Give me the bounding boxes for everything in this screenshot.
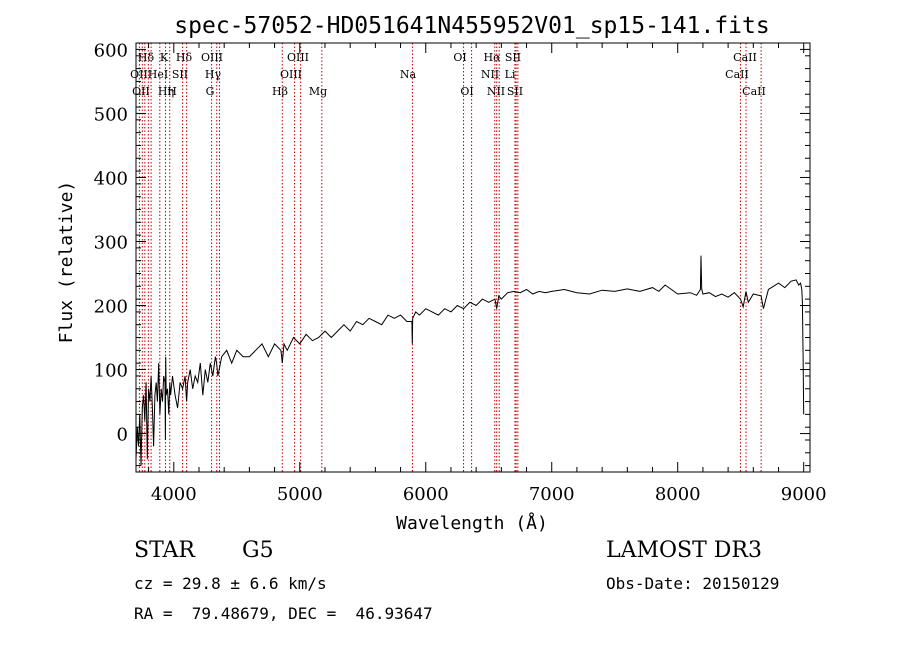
line-label-2-1: Hη — [158, 85, 174, 98]
x-axis-label: Wavelength (Å) — [396, 512, 548, 534]
y-tick-label-6: 600 — [94, 40, 128, 61]
x-tick-label-5: 9000 — [781, 484, 827, 505]
y-tick-label-1: 100 — [94, 361, 128, 382]
spectrum-series — [135, 255, 805, 466]
obs-date: Obs-Date: 20150129 — [606, 574, 780, 593]
spectrum-line — [135, 255, 805, 466]
y-tick-label-4: 400 — [94, 168, 128, 189]
line-label-2-4: Hβ — [272, 85, 288, 98]
y-tick-label-0: 0 — [117, 425, 128, 446]
line-label-2-3: G — [206, 85, 215, 98]
line-label-1-7: Li — [505, 68, 516, 81]
line-label-2-2: H — [167, 85, 177, 98]
line-label-2-9: CaII — [742, 85, 766, 98]
line-label-2-0: OII — [132, 85, 150, 98]
y-axis: 0 100 200 300 400 500 600 — [94, 40, 810, 467]
line-label-1-6: NII — [481, 68, 499, 81]
line-label-0-0: Hδ — [138, 51, 155, 64]
x-tick-label-3: 7000 — [529, 484, 575, 505]
coordinates: RA = 79.48679, DEC = 46.93647 — [134, 604, 433, 623]
x-axis: 4000 5000 6000 7000 8000 9000 — [148, 43, 827, 505]
line-label-1-5: Na — [400, 68, 417, 81]
line-label-1-3: Hγ — [205, 68, 222, 81]
line-label-1-8: CaII — [725, 68, 749, 81]
x-tick-label-4: 8000 — [655, 484, 701, 505]
line-label-0-5: OI — [453, 51, 466, 64]
line-label-1-4: OIII — [280, 68, 302, 81]
line-label-0-7: SII — [505, 51, 521, 64]
line-label-2-5: Mg — [309, 85, 327, 98]
line-label-1-0: OII — [130, 68, 148, 81]
line-label-0-8: CaII — [733, 51, 757, 64]
line-label-1-1: HeI — [148, 68, 168, 81]
redshift-cz: cz = 29.8 ± 6.6 km/s — [134, 574, 327, 593]
line-label-0-2: Hδ — [176, 51, 193, 64]
line-label-0-4: OIII — [287, 51, 309, 64]
line-label-0-1: K — [160, 51, 169, 64]
survey-name: LAMOST DR3 — [606, 538, 762, 563]
line-label-2-7: NII — [487, 85, 505, 98]
line-label-0-3: OIII — [201, 51, 223, 64]
object-type: STAR — [134, 538, 195, 563]
emission-line-markers — [138, 43, 762, 472]
line-label-1-2: SII — [172, 68, 188, 81]
y-axis-label: Flux (relative) — [56, 181, 77, 344]
chart-title: spec-57052-HD051641N455952V01_sp15-141.f… — [174, 13, 769, 39]
line-label-0-6: Hα — [483, 51, 501, 64]
line-label-2-8: SII — [507, 85, 523, 98]
x-tick-label-2: 6000 — [403, 484, 449, 505]
x-tick-label-0: 4000 — [151, 484, 197, 505]
plot-frame — [135, 42, 811, 473]
y-tick-label-5: 500 — [94, 104, 128, 125]
y-tick-label-3: 300 — [94, 232, 128, 253]
subclass: G5 — [242, 538, 274, 563]
y-tick-label-2: 200 — [94, 297, 128, 318]
x-tick-label-1: 5000 — [277, 484, 323, 505]
line-label-2-6: OI — [460, 85, 473, 98]
